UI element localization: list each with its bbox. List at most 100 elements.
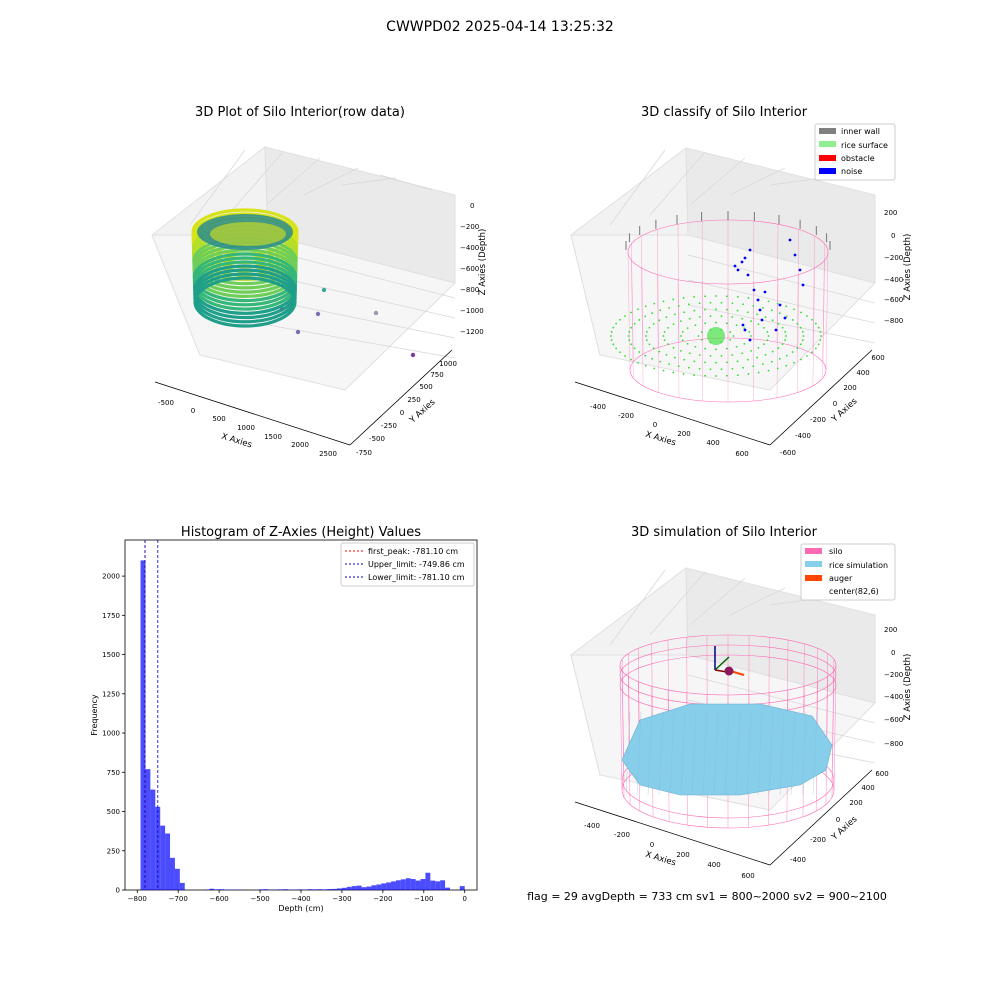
rice-surface-point	[767, 300, 770, 303]
rice-surface-point	[672, 346, 675, 349]
silo-wire-strut	[825, 251, 829, 371]
histogram-bar	[179, 882, 185, 890]
silo-wire-strut	[641, 267, 644, 387]
legend-label: inner wall	[841, 127, 880, 136]
rice-surface-point	[693, 360, 696, 363]
histogram-bar	[410, 879, 416, 890]
rice-simulation-grid	[746, 711, 752, 796]
silo-wire-strut	[701, 221, 703, 340]
histogram-xlabel: Depth (cm)	[278, 904, 323, 913]
rice-surface-point	[784, 339, 787, 342]
histogram-xtick: 0	[462, 895, 466, 903]
rice-surface-point	[681, 339, 684, 342]
panel-raw-3d: 3D Plot of Silo Interior(row data) -500 …	[151, 105, 488, 458]
rice-simulation-grid	[669, 711, 675, 796]
rice-surface-point	[679, 320, 682, 323]
rice-surface-point	[653, 367, 656, 370]
histogram-ytick: 2000	[102, 573, 120, 581]
rice-surface-point	[698, 316, 701, 318]
sim-ytick: 0	[836, 816, 840, 824]
rice-surface-point	[735, 345, 738, 348]
silo-wire-strut	[812, 235, 815, 355]
rice-surface-point	[771, 319, 774, 322]
rice-surface-point	[777, 347, 780, 350]
rice-surface-point	[715, 375, 717, 377]
classify-x-ticks: -400 -200 0 200 400 600	[590, 403, 749, 458]
histogram-bar	[386, 882, 392, 890]
noise-point	[778, 303, 782, 307]
rice-surface-point	[750, 320, 753, 323]
rice-surface-point	[624, 315, 626, 317]
noise-point	[760, 318, 764, 322]
rice-surface-point	[726, 308, 728, 311]
rice-surface-point	[688, 317, 691, 320]
rice-surface-point	[677, 365, 680, 368]
histogram-xtick: −400	[291, 895, 310, 903]
sim-ytick: -200	[810, 836, 826, 844]
raw-outlier-point	[321, 287, 327, 293]
rice-surface-point	[698, 367, 701, 370]
histogram-bar	[337, 888, 342, 890]
simulation-zlabel: Z Axies (Depth)	[903, 654, 913, 721]
rice-surface-point	[778, 312, 781, 315]
rice-surface-point	[763, 326, 765, 329]
classify-ytick: 600	[871, 354, 884, 362]
rice-surface-point	[766, 339, 769, 342]
rice-surface-point	[668, 306, 671, 309]
histogram-bar	[322, 889, 328, 890]
legend-swatch-silo	[805, 548, 822, 554]
classify-xlabel: X Axies	[644, 430, 677, 449]
simulation-scene	[619, 634, 837, 829]
rice-surface-point	[630, 326, 633, 329]
noise-point	[743, 328, 747, 332]
rice-surface-point	[624, 355, 626, 357]
classify-ztick: −200	[884, 254, 903, 262]
histogram-bar	[351, 886, 357, 890]
histogram-bar	[170, 857, 175, 890]
rice-surface-point	[806, 315, 808, 317]
rice-surface-point	[715, 361, 717, 364]
rice-surface-point	[793, 361, 795, 364]
raw-ytick: -500	[369, 435, 385, 443]
rice-surface-point	[801, 330, 804, 333]
histogram-bar	[282, 889, 288, 890]
raw-ytick: 1000	[439, 360, 457, 368]
rice-surface-point	[686, 342, 689, 345]
rice-surface-point	[742, 366, 744, 369]
raw-ztick: −1000	[460, 307, 484, 315]
rice-surface-point	[700, 339, 703, 341]
histogram-ylabel: Frequency	[90, 694, 99, 736]
noise-point	[733, 264, 737, 268]
histogram-bar	[400, 879, 406, 890]
noise-point	[756, 298, 760, 302]
classify-xtick: 600	[735, 450, 748, 458]
histogram-axes-frame	[124, 539, 478, 891]
raw-outlier-point	[373, 310, 379, 316]
sim-ztick: −600	[884, 716, 903, 724]
classify-xtick: -400	[590, 403, 606, 411]
histogram-bar	[435, 881, 441, 890]
rice-surface-point	[757, 323, 760, 326]
noise-point	[763, 290, 767, 294]
rice-surface-point	[628, 339, 631, 342]
rice-surface-point	[619, 318, 621, 321]
rice-surface-point	[645, 335, 647, 337]
rice-simulation-grid	[735, 711, 741, 796]
noise-point	[736, 268, 740, 272]
rice-surface-point	[811, 351, 813, 354]
noise-point	[788, 238, 792, 242]
histogram-bar	[445, 887, 450, 890]
rice-surface-point	[686, 327, 689, 330]
histogram-xtick: −500	[250, 895, 269, 903]
histogram-bar	[155, 806, 161, 890]
raw-z-ticks: 0 −200 −400 −600 −800 −1000 −1200	[460, 202, 484, 336]
rice-surface-point	[736, 309, 739, 312]
rice-surface-center	[707, 327, 725, 345]
histogram-bar	[346, 886, 352, 890]
rice-surface-point	[776, 367, 779, 370]
raw-point-top	[210, 222, 286, 246]
noise-point	[740, 260, 744, 264]
rice-surface-point	[638, 319, 641, 321]
rice-simulation-grid	[691, 711, 697, 796]
silo-wire-strut	[627, 676, 631, 805]
